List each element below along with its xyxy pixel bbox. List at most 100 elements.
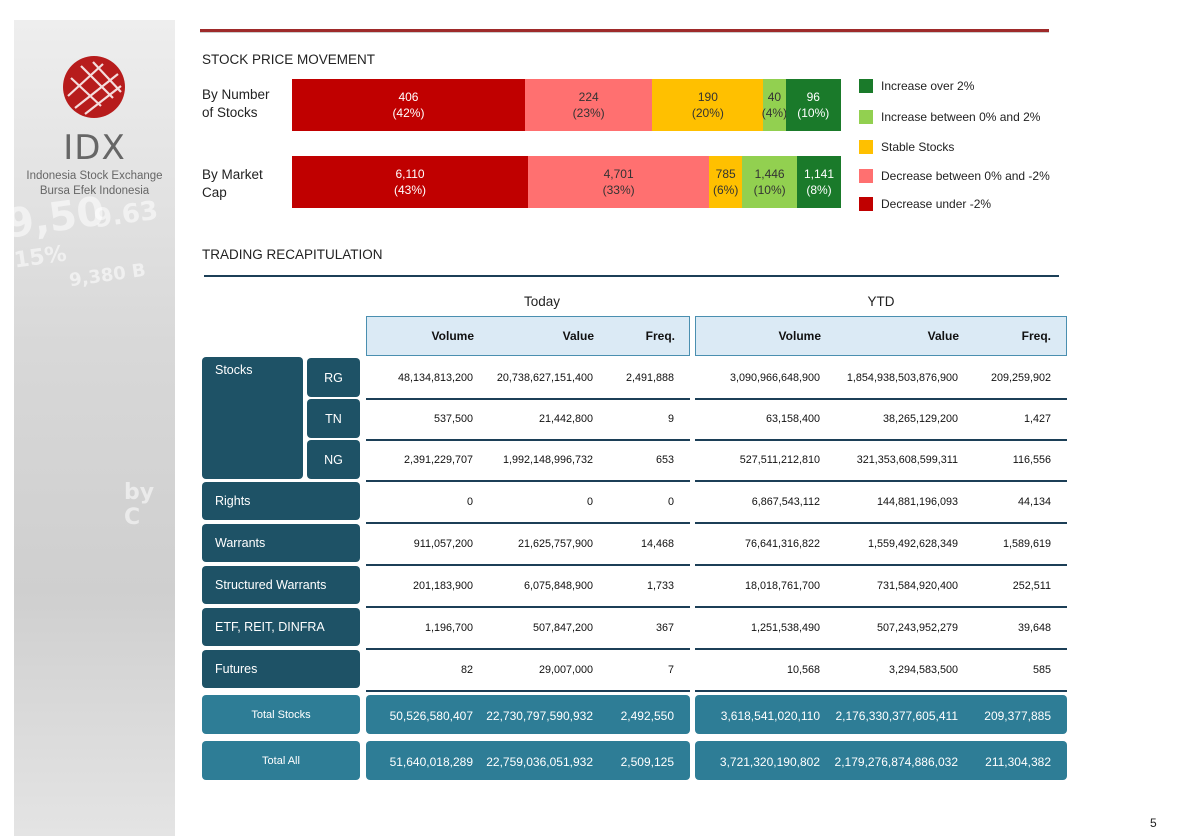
category-futures: Futures	[202, 650, 360, 688]
table-cell: 18,018,761,700	[744, 580, 820, 592]
table-cell: 29,007,000	[538, 664, 593, 676]
legend-swatch	[859, 169, 873, 183]
total-cell: 211,304,382	[985, 755, 1051, 769]
column-header-volume: Volume	[431, 329, 474, 343]
table-cell: 44,134	[1017, 496, 1051, 508]
total-cell: 50,526,580,407	[389, 709, 473, 723]
table-row: 82 29,007,000 7 10,568 3,294,583,500 585	[0, 650, 1067, 691]
by-market-cap-label: By Market Cap	[202, 167, 263, 200]
total-all-label: Total All	[202, 741, 360, 780]
logo-subtitle-en: Indonesia Stock Exchange	[26, 170, 163, 182]
segment-percent: (33%)	[602, 183, 635, 197]
ytd-column-headers: Volume Value Freq.	[695, 316, 1067, 356]
total-row-today: 51,640,018,289 22,759,036,051,932 2,509,12…	[366, 741, 690, 780]
segment-percent: (8%)	[806, 183, 832, 197]
row-rule	[366, 480, 690, 482]
segment-percent: (23%)	[572, 106, 605, 120]
legend-swatch	[859, 197, 873, 211]
category-etf-reit-dinfra: ETF, REIT, DINFRA	[202, 608, 360, 646]
column-header-volume: Volume	[778, 329, 821, 343]
table-cell: 1,992,148,996,732	[502, 454, 593, 466]
total-row-ytd: 3,618,541,020,110 2,176,330,377,605,411 20…	[695, 695, 1067, 734]
bar-segment: 190 (20%)	[652, 79, 764, 131]
trading-recap-title: TRADING RECAPITULATION	[202, 247, 383, 262]
column-header-value: Value	[927, 329, 959, 343]
legend-label: Decrease under -2%	[881, 197, 992, 211]
total-cell: 22,730,797,590,932	[486, 709, 593, 723]
subcategory-ng: NG	[307, 440, 360, 479]
legend-item: Decrease under -2%	[859, 197, 991, 211]
total-cell: 3,618,541,020,110	[720, 709, 820, 723]
today-group-header: Today	[523, 294, 561, 309]
category-rights: Rights	[202, 482, 360, 520]
table-cell: 7	[667, 664, 674, 676]
by-number-label: By Number of Stocks	[202, 87, 270, 120]
legend-item: Stable Stocks	[859, 140, 954, 154]
table-cell: 48,134,813,200	[397, 372, 473, 384]
category-structured-warrants: Structured Warrants	[202, 566, 360, 604]
segment-value: 224	[578, 90, 599, 104]
table-cell: 321,353,608,599,311	[856, 454, 958, 466]
bar-segment: 96 (10%)	[785, 79, 841, 131]
row-rule	[366, 606, 690, 608]
segment-percent: (43%)	[394, 183, 427, 197]
row-rule	[695, 522, 1067, 524]
table-cell: 144,881,196,093	[876, 496, 958, 508]
row-rule	[366, 439, 690, 441]
table-cell: 2,391,229,707	[403, 454, 473, 466]
page-number: 5	[1150, 816, 1157, 830]
table-cell: 1,733	[646, 580, 674, 592]
legend-item: Increase between 0% and 2%	[859, 110, 1040, 124]
column-header-value: Value	[562, 329, 594, 343]
segment-value: 406	[398, 90, 419, 104]
row-rule	[366, 522, 690, 524]
logo-subtitle-id: Bursa Efek Indonesia	[39, 185, 150, 197]
table-cell: 76,641,316,822	[744, 538, 820, 550]
by-market-cap-bar: 6,110 (43%) 4,701 (33%) 785 (6%) 1,446 (10%) 1,1…	[292, 156, 841, 208]
table-cell: 20,738,627,151,400	[496, 372, 593, 384]
bar-segment: 406 (42%)	[292, 79, 525, 131]
table-cell: 82	[460, 664, 473, 676]
total-cell: 209,377,885	[984, 709, 1051, 723]
table-cell: 1,251,538,490	[750, 622, 820, 634]
row-rule	[695, 606, 1067, 608]
table-cell: 537,500	[433, 413, 473, 425]
table-cell: 367	[655, 622, 674, 634]
table-cell: 2,491,888	[625, 372, 674, 384]
table-cell: 911,057,200	[413, 538, 473, 550]
bar-segment: 40 (4%)	[762, 79, 787, 131]
total-row-ytd: 3,721,320,190,802 2,179,276,874,886,032 21…	[695, 741, 1067, 780]
segment-percent: (10%)	[797, 106, 830, 120]
total-cell: 3,721,320,190,802	[719, 755, 820, 769]
row-rule	[366, 564, 690, 566]
bar-segment: 785 (6%)	[709, 156, 743, 208]
total-stocks-label: Total Stocks	[202, 695, 360, 734]
table-cell: 209,259,902	[990, 372, 1051, 384]
row-rule	[366, 690, 690, 692]
row-rule	[695, 648, 1067, 650]
segment-percent: (42%)	[392, 106, 425, 120]
segment-value: 1,446	[754, 167, 785, 181]
table-cell: 653	[655, 454, 674, 466]
header-rule	[200, 29, 1049, 33]
segment-value: 785	[715, 167, 736, 181]
row-rule	[695, 398, 1067, 400]
table-cell: 10,568	[786, 664, 820, 676]
legend-item: Increase over 2%	[859, 79, 974, 93]
bar-segment: 224 (23%)	[524, 79, 653, 131]
legend-label: Increase over 2%	[881, 79, 975, 93]
table-cell: 14,468	[640, 538, 674, 550]
logo-wordmark: IDX	[63, 128, 126, 168]
today-column-headers: Volume Value Freq.	[366, 316, 690, 356]
legend-swatch	[859, 110, 873, 124]
table-cell: 39,648	[1017, 622, 1051, 634]
table-cell: 731,584,920,400	[876, 580, 958, 592]
table-cell: 3,090,966,648,900	[729, 372, 820, 384]
by-number-bar: 406 (42%) 224 (23%) 190 (20%) 40 (4%) 96 (10%)	[292, 79, 841, 131]
bar-segment: 1,446 (10%)	[742, 156, 798, 208]
background-photo-text: 9,380 B	[67, 259, 148, 292]
row-rule	[366, 398, 690, 400]
table-cell: 1,589,619	[1002, 538, 1051, 550]
table-cell: 252,511	[1012, 580, 1051, 592]
legend-item: Decrease between 0% and -2%	[859, 169, 1050, 183]
